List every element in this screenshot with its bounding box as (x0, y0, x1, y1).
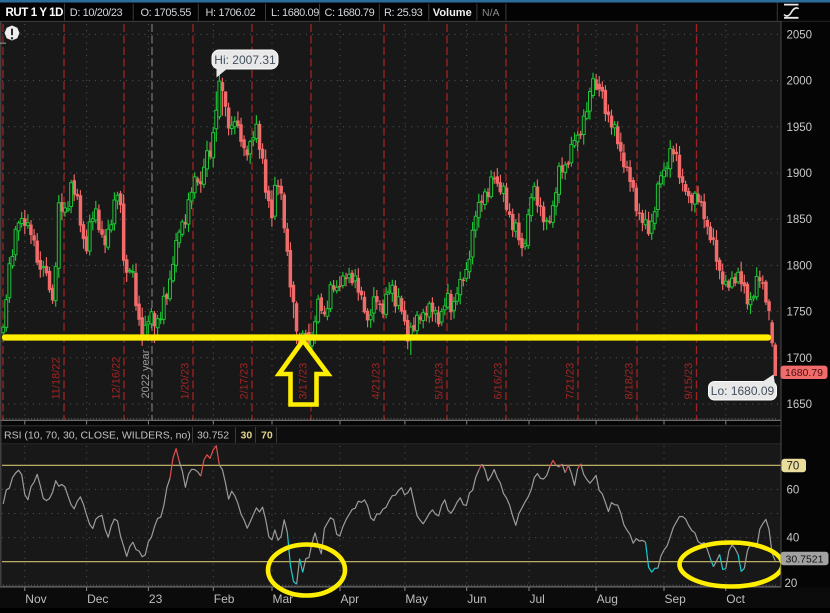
svg-text:RSI (10, 70, 30, CLOSE, WILDER: RSI (10, 70, 30, CLOSE, WILDERS, no) (4, 430, 191, 442)
svg-text:1700: 1700 (787, 353, 813, 365)
svg-text:Sep: Sep (665, 592, 687, 606)
svg-text:1900: 1900 (787, 168, 813, 180)
svg-text:2022 year: 2022 year (140, 349, 152, 398)
svg-text:1/20/23: 1/20/23 (180, 363, 192, 400)
svg-text:1950: 1950 (787, 122, 813, 134)
svg-text:1850: 1850 (787, 214, 813, 226)
svg-text:9/15/23: 9/15/23 (683, 363, 695, 400)
svg-text:Volume: Volume (433, 7, 472, 19)
svg-text:70: 70 (261, 430, 273, 442)
svg-text:Aug: Aug (597, 592, 618, 606)
svg-text:Feb: Feb (214, 592, 235, 606)
svg-text:20: 20 (785, 578, 798, 590)
svg-text:70: 70 (787, 461, 800, 473)
svg-text:RUT 1 Y 1D: RUT 1 Y 1D (6, 7, 64, 19)
svg-text:1680.79: 1680.79 (785, 367, 823, 379)
svg-text:R: 25.93: R: 25.93 (384, 7, 423, 19)
svg-text:Dec: Dec (87, 592, 108, 606)
svg-text:8/18/23: 8/18/23 (624, 363, 636, 400)
svg-text:1650: 1650 (787, 399, 813, 411)
svg-text:May: May (405, 592, 428, 606)
svg-text:12/16/22: 12/16/22 (111, 357, 123, 400)
svg-text:23: 23 (149, 592, 163, 606)
svg-text:Lo: 1680.09: Lo: 1680.09 (711, 384, 775, 398)
svg-text:4/21/23: 4/21/23 (371, 363, 383, 400)
svg-text:6/16/23: 6/16/23 (493, 363, 505, 400)
svg-text:L: 1680.09: L: 1680.09 (271, 7, 319, 19)
svg-text:5/19/23: 5/19/23 (434, 363, 446, 400)
svg-text:1750: 1750 (787, 307, 813, 319)
svg-text:N/A: N/A (482, 7, 500, 19)
svg-text:H: 1706.02: H: 1706.02 (206, 7, 256, 19)
svg-text:Oct: Oct (726, 592, 745, 606)
svg-text:2000: 2000 (787, 76, 813, 88)
svg-text:Jun: Jun (467, 592, 486, 606)
svg-text:60: 60 (787, 484, 800, 496)
svg-text:7/21/23: 7/21/23 (565, 363, 577, 400)
svg-text:30: 30 (241, 430, 253, 442)
svg-text:40: 40 (787, 533, 800, 545)
svg-text:Mar: Mar (273, 592, 294, 606)
svg-text:Jul: Jul (530, 592, 545, 606)
svg-text:2/17/23: 2/17/23 (239, 363, 251, 400)
svg-text:30.752: 30.752 (197, 430, 229, 442)
svg-text:Nov: Nov (25, 592, 46, 606)
svg-text:Hi: 2007.31: Hi: 2007.31 (214, 53, 276, 67)
svg-text:2050: 2050 (787, 29, 813, 41)
svg-text:D: 10/20/23: D: 10/20/23 (70, 7, 123, 19)
svg-text:30.7521: 30.7521 (786, 553, 824, 565)
svg-text:C: 1680.79: C: 1680.79 (325, 7, 375, 19)
svg-text:O: 1705.55: O: 1705.55 (141, 7, 192, 19)
svg-text:Apr: Apr (341, 592, 360, 606)
svg-text:3/17/23: 3/17/23 (298, 363, 310, 400)
svg-text:1800: 1800 (787, 260, 813, 272)
svg-text:11/18/22: 11/18/22 (51, 357, 63, 399)
